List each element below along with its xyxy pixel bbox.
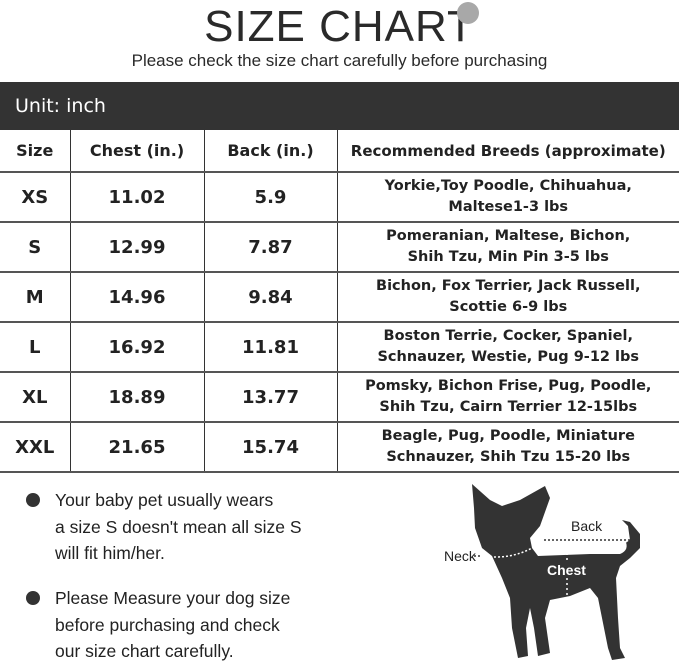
breeds-line: Beagle, Pug, Poodle, Miniature	[338, 426, 679, 447]
breeds-cell: Pomsky, Bichon Frise, Pug, Poodle,Shih T…	[337, 372, 679, 422]
chest-cell: 14.96	[70, 272, 204, 322]
size-cell: M	[0, 272, 70, 322]
chest-cell: 16.92	[70, 322, 204, 372]
page-title: SIZE CHART	[0, 2, 679, 52]
back-cell: 15.74	[204, 422, 337, 472]
breeds-line: Bichon, Fox Terrier, Jack Russell,	[338, 276, 679, 297]
breeds-cell: Yorkie,Toy Poodle, Chihuahua,Maltese1-3 …	[337, 172, 679, 222]
size-cell: XXL	[0, 422, 70, 472]
breeds-line: Pomsky, Bichon Frise, Pug, Poodle,	[338, 376, 679, 397]
back-cell: 11.81	[204, 322, 337, 372]
note-line: Please Measure your dog size	[55, 585, 375, 612]
breeds-line: Yorkie,Toy Poodle, Chihuahua,	[338, 176, 679, 197]
neck-label: Neck	[444, 548, 476, 564]
breeds-line: Shih Tzu, Min Pin 3-5 lbs	[338, 247, 679, 268]
back-cell: 5.9	[204, 172, 337, 222]
breeds-line: Scottie 6-9 lbs	[338, 297, 679, 318]
note-line: Your baby pet usually wears	[55, 487, 375, 514]
column-header-chest: Chest (in.)	[70, 130, 204, 172]
decorative-dot	[457, 2, 479, 24]
breeds-line: Schnauzer, Westie, Pug 9-12 lbs	[338, 347, 679, 368]
note-line: a size S doesn't mean all size S	[55, 514, 375, 541]
bullet-icon	[26, 591, 40, 605]
breeds-cell: Pomeranian, Maltese, Bichon,Shih Tzu, Mi…	[337, 222, 679, 272]
size-cell: L	[0, 322, 70, 372]
breeds-line: Schnauzer, Shih Tzu 15-20 lbs	[338, 447, 679, 468]
chest-label: Chest	[546, 562, 587, 578]
breeds-cell: Boston Terrie, Cocker, Spaniel,Schnauzer…	[337, 322, 679, 372]
chest-cell: 12.99	[70, 222, 204, 272]
subtitle: Please check the size chart carefully be…	[0, 51, 679, 71]
table-row: XXL 21.65 15.74 Beagle, Pug, Poodle, Min…	[0, 422, 679, 472]
table-row: S 12.99 7.87 Pomeranian, Maltese, Bichon…	[0, 222, 679, 272]
breeds-line: Boston Terrie, Cocker, Spaniel,	[338, 326, 679, 347]
unit-bar: Unit: inch	[0, 82, 679, 130]
back-cell: 13.77	[204, 372, 337, 422]
table-header-row: Size Chest (in.) Back (in.) Recommended …	[0, 130, 679, 172]
dog-silhouette-icon	[430, 478, 660, 664]
table-row: M 14.96 9.84 Bichon, Fox Terrier, Jack R…	[0, 272, 679, 322]
breeds-cell: Bichon, Fox Terrier, Jack Russell,Scotti…	[337, 272, 679, 322]
note-line: our size chart carefully.	[55, 638, 375, 665]
column-header-back: Back (in.)	[204, 130, 337, 172]
column-header-size: Size	[0, 130, 70, 172]
dog-measurement-diagram: Neck Back Chest	[430, 478, 660, 668]
column-header-breeds: Recommended Breeds (approximate)	[337, 130, 679, 172]
bullet-icon	[26, 493, 40, 507]
breeds-line: Pomeranian, Maltese, Bichon,	[338, 226, 679, 247]
breeds-line: Maltese1-3 lbs	[338, 197, 679, 218]
note-line: before purchasing and check	[55, 612, 375, 639]
size-cell: XL	[0, 372, 70, 422]
size-cell: S	[0, 222, 70, 272]
table-row: XS 11.02 5.9 Yorkie,Toy Poodle, Chihuahu…	[0, 172, 679, 222]
chest-cell: 18.89	[70, 372, 204, 422]
breeds-line: Shih Tzu, Cairn Terrier 12-15lbs	[338, 397, 679, 418]
size-cell: XS	[0, 172, 70, 222]
back-cell: 9.84	[204, 272, 337, 322]
chest-cell: 11.02	[70, 172, 204, 222]
back-label: Back	[571, 518, 602, 534]
note-2: Please Measure your dog size before purc…	[55, 585, 375, 665]
table-row: XL 18.89 13.77 Pomsky, Bichon Frise, Pug…	[0, 372, 679, 422]
unit-label: Unit: inch	[0, 95, 106, 117]
table-row: L 16.92 11.81 Boston Terrie, Cocker, Spa…	[0, 322, 679, 372]
back-cell: 7.87	[204, 222, 337, 272]
chest-cell: 21.65	[70, 422, 204, 472]
note-line: will fit him/her.	[55, 540, 375, 567]
note-1: Your baby pet usually wears a size S doe…	[55, 487, 375, 567]
size-table: Size Chest (in.) Back (in.) Recommended …	[0, 130, 679, 473]
